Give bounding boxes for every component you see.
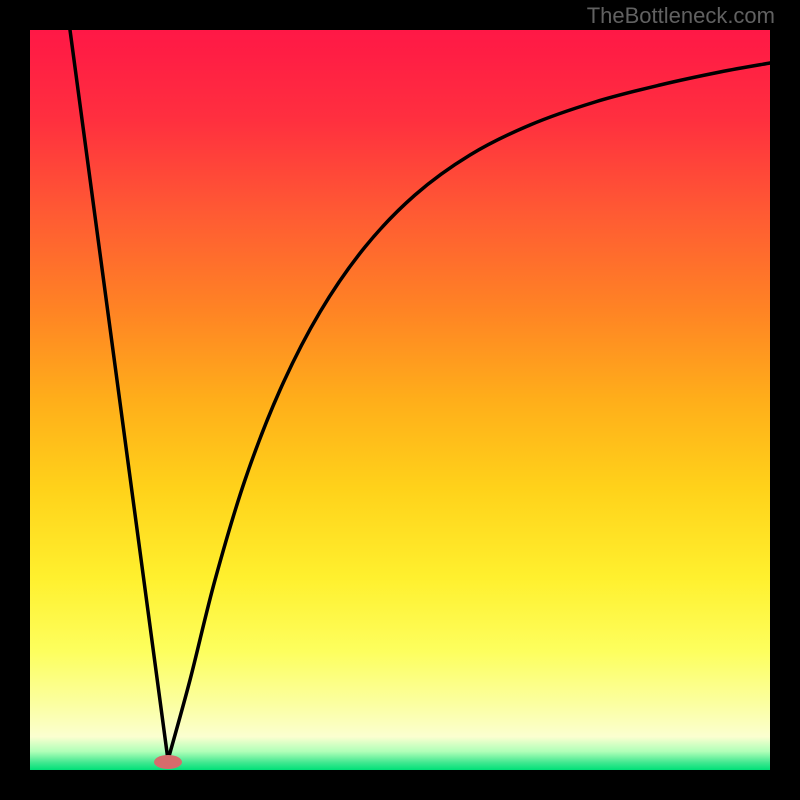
watermark-text: TheBottleneck.com <box>587 3 775 29</box>
optimal-point-marker <box>154 755 182 769</box>
chart-svg <box>0 0 800 800</box>
plot-background <box>30 30 770 770</box>
chart-container: TheBottleneck.com <box>0 0 800 800</box>
